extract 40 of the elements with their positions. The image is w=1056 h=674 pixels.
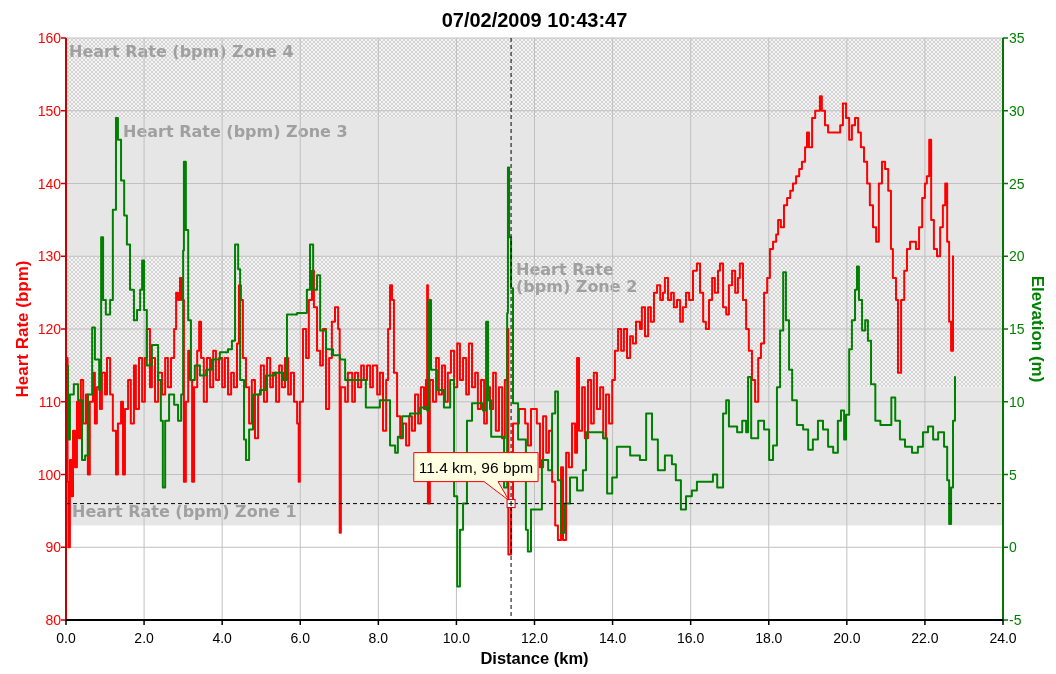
y2-tick-label: 35 (1009, 30, 1025, 47)
x-tick-label: 18.0 (755, 630, 783, 646)
band-label: Heart Rate (bpm) Zone 4 (69, 42, 294, 61)
y-tick-label: 130 (37, 248, 62, 265)
x-tick-label: 14.0 (598, 630, 627, 646)
y-tick-label: 110 (38, 393, 62, 410)
y-tick-label: 150 (37, 102, 62, 119)
y2-tick-label: 10 (1009, 393, 1025, 410)
x-tick-label: 2.0 (134, 630, 155, 646)
y-tick-label: 140 (37, 175, 62, 192)
y2-tick-label: 5 (1009, 466, 1017, 483)
x-tick-label: 0.0 (56, 630, 76, 646)
y2-tick-label: 20 (1009, 248, 1025, 265)
y2-tick-label: 0 (1009, 539, 1017, 556)
y-tick-label: 90 (45, 539, 62, 556)
y-tick-label: 120 (37, 321, 62, 338)
x-tick-label: 22.0 (911, 630, 939, 646)
y-tick-label: 100 (37, 466, 62, 483)
band-label: Heart Rate (bpm) Zone 1 (72, 502, 297, 522)
y-tick-label: 160 (37, 30, 62, 47)
x-tick-label: 6.0 (290, 630, 311, 646)
x-tick-label: 12.0 (520, 630, 549, 646)
band-label: Heart Rate (bpm) Zone 3 (123, 122, 348, 142)
y2-tick-label: 15 (1009, 321, 1025, 338)
y2-tick-label: 25 (1009, 175, 1025, 192)
band-label: Heart Rate (bpm) Zone 2 (516, 260, 638, 297)
x-tick-label: 8.0 (368, 630, 389, 646)
x-axis-title: Distance (km) (480, 649, 589, 667)
x-tick-label: 24.0 (989, 630, 1017, 646)
y-axis-title: Heart Rate (bpm) (13, 260, 32, 398)
x-tick-label: 16.0 (677, 630, 705, 646)
y2-tick-label: -5 (1009, 612, 1022, 629)
x-tick-label: 10.0 (442, 630, 471, 646)
x-tick-label: 4.0 (212, 630, 233, 646)
chart-title: 07/02/2009 10:43:47 (441, 9, 628, 31)
y2-axis-title: Elevation (m) (1028, 275, 1047, 383)
x-tick-label: 20.0 (833, 630, 861, 646)
annotation: 11.4 km, 96 bpm (418, 458, 534, 476)
y-tick-label: 80 (45, 612, 62, 629)
y2-tick-label: 30 (1009, 102, 1025, 119)
